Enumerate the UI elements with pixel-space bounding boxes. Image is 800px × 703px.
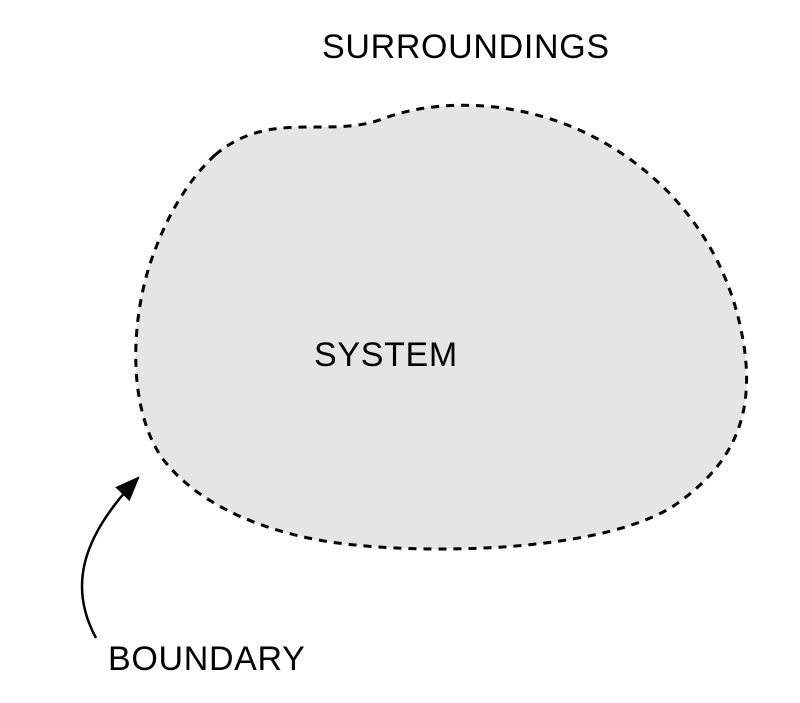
system-label: SYSTEM bbox=[314, 336, 458, 375]
boundary-label: BOUNDARY bbox=[108, 640, 306, 679]
system-blob bbox=[136, 105, 747, 549]
surroundings-label: SURROUNDINGS bbox=[322, 28, 610, 67]
boundary-arrow bbox=[82, 478, 138, 638]
